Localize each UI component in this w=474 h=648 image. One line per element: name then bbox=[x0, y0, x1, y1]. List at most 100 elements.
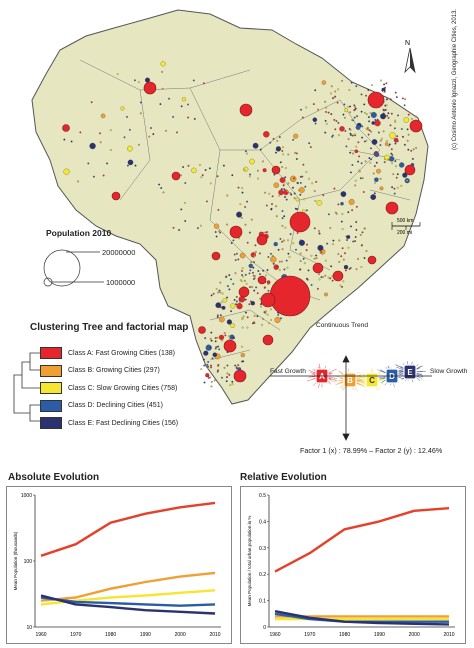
city-dot bbox=[311, 284, 313, 286]
city-dot bbox=[246, 283, 248, 285]
city-dot bbox=[219, 232, 221, 234]
series-line bbox=[41, 503, 215, 556]
city-dot bbox=[361, 94, 363, 96]
city-dot bbox=[282, 210, 284, 212]
city-dot bbox=[220, 282, 222, 284]
city-dot bbox=[277, 140, 279, 142]
city-dot bbox=[374, 120, 380, 126]
svg-text:D: D bbox=[389, 372, 395, 381]
city-dot bbox=[210, 338, 212, 340]
city-dot bbox=[380, 144, 382, 146]
city-dot bbox=[280, 238, 282, 240]
city-dot bbox=[270, 309, 272, 311]
city-dot bbox=[265, 231, 267, 233]
city-dot bbox=[224, 332, 226, 334]
city-dot bbox=[305, 186, 307, 188]
clustering-title: Clustering Tree and factorial map bbox=[30, 322, 188, 333]
x-tick-label: 1990 bbox=[374, 632, 385, 638]
legend-label: Class A: Fast Growing Cities (138) bbox=[68, 350, 175, 357]
legend-row: Class A: Fast Growing Cities (138) bbox=[40, 346, 175, 360]
city-dot bbox=[364, 257, 366, 259]
city-dot bbox=[254, 322, 256, 324]
city-dot bbox=[345, 130, 347, 132]
city-dot bbox=[338, 204, 340, 206]
city-dot bbox=[366, 114, 368, 116]
city-dot bbox=[332, 243, 334, 245]
factor-class-badge: C bbox=[366, 373, 378, 387]
city-dot bbox=[380, 113, 386, 119]
city-dot bbox=[380, 187, 384, 191]
city-dot bbox=[270, 142, 272, 144]
factor-class-badge: E bbox=[404, 365, 416, 379]
city-dot bbox=[364, 228, 366, 230]
legend-label: Class D: Declining Cities (451) bbox=[68, 402, 163, 409]
y-tick-label: 0.3 bbox=[259, 546, 266, 552]
city-dot bbox=[325, 260, 327, 262]
city-dot bbox=[249, 273, 251, 275]
city-dot bbox=[255, 251, 257, 253]
city-dot bbox=[245, 151, 247, 153]
city-dot bbox=[277, 265, 279, 267]
city-dot bbox=[331, 113, 333, 115]
city-dot bbox=[388, 159, 390, 161]
city-dot bbox=[330, 278, 332, 280]
population-large-value: 20000000 bbox=[102, 248, 135, 257]
city-dot bbox=[342, 247, 344, 249]
city-dot bbox=[275, 205, 277, 207]
city-dot bbox=[264, 287, 266, 289]
city-dot bbox=[355, 108, 357, 110]
city-dot bbox=[352, 241, 354, 243]
city-dot bbox=[355, 180, 357, 182]
city-dot bbox=[340, 202, 343, 205]
slow-growth-label: Slow Growth bbox=[430, 368, 467, 375]
city-dot bbox=[303, 258, 305, 260]
city-dot bbox=[249, 174, 251, 176]
city-dot bbox=[214, 380, 216, 382]
city-dot bbox=[326, 123, 328, 125]
city-dot bbox=[330, 227, 332, 229]
city-dot bbox=[254, 315, 256, 317]
city-dot bbox=[138, 81, 140, 83]
city-dot bbox=[355, 150, 358, 153]
city-dot bbox=[286, 190, 288, 192]
city-dot bbox=[254, 255, 256, 257]
city-dot bbox=[225, 276, 227, 278]
city-dot bbox=[281, 188, 283, 190]
city-dot bbox=[325, 107, 327, 109]
city-dot bbox=[268, 283, 270, 285]
city-dot bbox=[238, 187, 240, 189]
city-dot bbox=[254, 275, 256, 277]
city-dot bbox=[354, 134, 356, 136]
city-dot bbox=[181, 209, 183, 211]
city-dot bbox=[300, 194, 302, 196]
city-dot bbox=[290, 192, 292, 194]
city-dot bbox=[215, 346, 217, 348]
city-dot bbox=[354, 185, 356, 187]
city-dot bbox=[386, 105, 388, 107]
legend-row: Class D: Declining Cities (451) bbox=[40, 399, 163, 413]
city-dot bbox=[411, 118, 413, 120]
y-tick-label: 0.1 bbox=[259, 599, 266, 605]
city-dot bbox=[371, 112, 377, 118]
city-dot bbox=[260, 306, 262, 308]
city-dot bbox=[286, 260, 288, 262]
city-dot bbox=[230, 323, 234, 327]
city-dot bbox=[361, 244, 363, 246]
city-dot bbox=[375, 119, 377, 121]
city-dot bbox=[221, 302, 223, 304]
city-dot bbox=[274, 183, 279, 188]
city-dot bbox=[100, 142, 102, 144]
city-dot bbox=[318, 230, 320, 232]
city-dot bbox=[294, 197, 296, 199]
city-dot bbox=[374, 193, 376, 195]
city-dot bbox=[394, 128, 396, 130]
city-dot bbox=[93, 176, 95, 178]
city-dot bbox=[372, 121, 375, 124]
city-dot bbox=[380, 178, 382, 180]
city-dot bbox=[386, 140, 388, 142]
city-dot bbox=[326, 243, 328, 245]
city-dot bbox=[243, 316, 245, 318]
city-dot bbox=[268, 256, 270, 258]
city-dot bbox=[209, 168, 211, 170]
city-dot bbox=[299, 187, 304, 192]
